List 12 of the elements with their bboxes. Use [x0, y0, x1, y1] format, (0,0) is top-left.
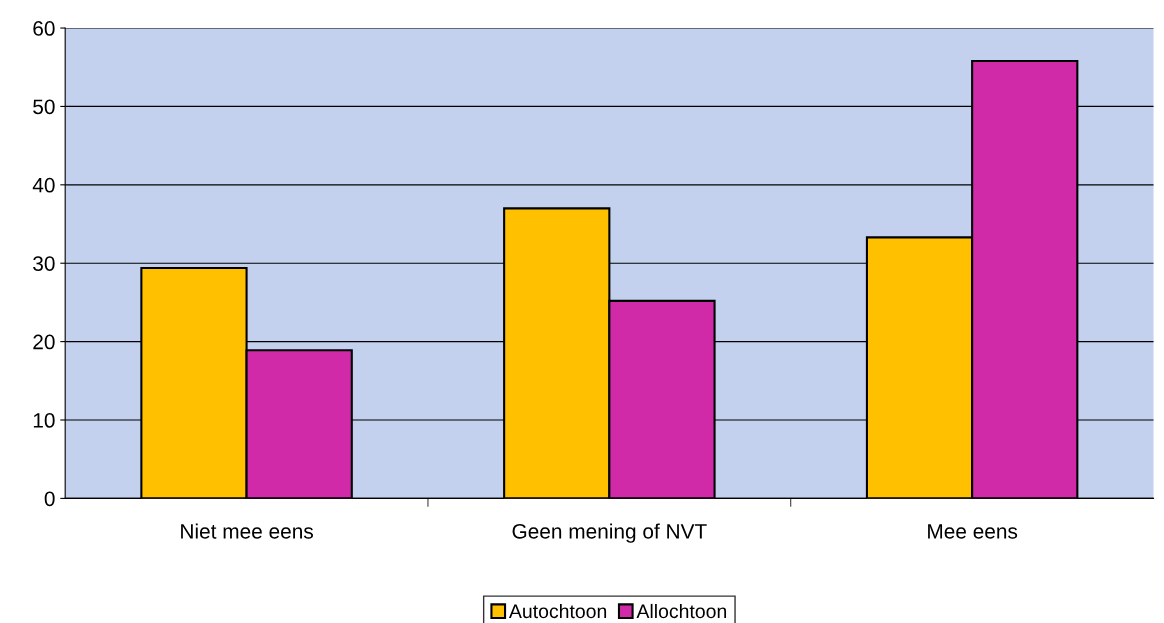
- y-tick-label: 40: [32, 177, 55, 193]
- y-tick-label: 10: [33, 413, 55, 428]
- legend-label: Autochtoon: [508, 603, 607, 619]
- legend-label: Allochtoon: [636, 603, 727, 619]
- y-tick-label: 30: [33, 256, 55, 271]
- y-tick-label: 20: [33, 334, 55, 350]
- x-tick-label: Mee eens: [928, 524, 1018, 539]
- y-tick-label: 60: [33, 21, 55, 36]
- x-tick-label: Geen mening of NVT: [512, 523, 707, 543]
- y-tick-label: 0: [44, 491, 55, 507]
- y-tick-label: 50: [33, 99, 55, 115]
- x-tick-label: Niet mee eens: [181, 523, 313, 539]
